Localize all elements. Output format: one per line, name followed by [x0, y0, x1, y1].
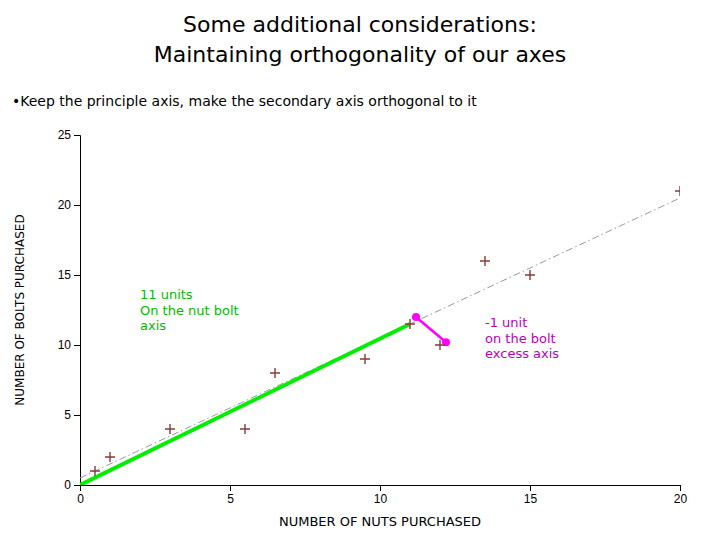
- y-axis: 0 5 10 15 20 25: [58, 128, 81, 492]
- x-axis: 0 5 10 15 20: [77, 485, 687, 506]
- chart: Some additional considerations: Maintaini…: [0, 0, 720, 540]
- marks: [80, 186, 680, 485]
- tick: 5: [64, 408, 80, 422]
- annotation: 11 unitsOn the nut boltaxis: [140, 287, 239, 333]
- title: Maintaining orthogonality of our axes: [154, 42, 566, 67]
- point: [165, 424, 175, 434]
- tick-label: 10: [374, 492, 388, 506]
- tick-mark: [74, 485, 80, 486]
- tick-mark: [74, 205, 80, 206]
- plot: 0 5 10 15 20 0 5 10 15 20 25 11 unitsOn the nut bol…: [58, 128, 688, 505]
- tick-label: 0: [64, 478, 71, 492]
- tick-label: 0: [77, 492, 84, 506]
- point: [105, 452, 115, 462]
- tick-mark: [680, 485, 681, 491]
- axis-line: [81, 486, 681, 492]
- tick-mark: [74, 135, 80, 136]
- tick: 15: [58, 268, 80, 282]
- tick-label: 5: [64, 408, 71, 422]
- tick: 15: [524, 485, 538, 506]
- tick-label: 25: [58, 128, 72, 142]
- title: Some additional considerations:: [183, 12, 537, 37]
- line: [416, 317, 446, 342]
- tick-mark: [74, 415, 80, 416]
- tick: 20: [674, 485, 688, 506]
- annotation: -1 uniton the boltexcess axis: [485, 315, 559, 361]
- tick-mark: [380, 485, 381, 491]
- point: [480, 256, 490, 266]
- point: [405, 319, 415, 329]
- point: [525, 270, 535, 280]
- tick-mark: [74, 345, 80, 346]
- axis-line: [74, 136, 81, 486]
- tick-label: 15: [58, 268, 72, 282]
- annotation-line: on the bolt: [485, 330, 556, 345]
- point: [435, 340, 445, 350]
- annotation-line: axis: [140, 318, 166, 333]
- x-axis-title: NUMBER OF NUTS PURCHASED: [279, 514, 481, 529]
- annotation-line: -1 unit: [485, 315, 527, 330]
- tick: 25: [58, 128, 80, 142]
- series: [412, 313, 450, 346]
- point: [412, 313, 420, 321]
- tick-label: 10: [58, 338, 72, 352]
- tick-label: 5: [227, 492, 234, 506]
- point: [270, 368, 280, 378]
- tick-mark: [230, 485, 231, 491]
- subtitle: •Keep the principle axis, make the secon…: [12, 93, 477, 109]
- tick: 20: [58, 198, 80, 212]
- annotation-line: excess axis: [485, 346, 559, 361]
- y-axis-title: NUMBER OF BOLTS PURCHASED: [13, 214, 27, 405]
- tick: 0: [64, 478, 80, 492]
- tick: 0: [77, 485, 84, 506]
- series: [80, 324, 410, 485]
- series: [90, 186, 680, 476]
- point: [360, 354, 370, 364]
- point: [240, 424, 250, 434]
- point: [675, 186, 680, 196]
- point: [90, 466, 100, 476]
- annotation-line: On the nut bolt: [140, 302, 239, 317]
- tick-mark: [530, 485, 531, 491]
- tick: 10: [374, 485, 388, 506]
- tick-label: 20: [674, 492, 688, 506]
- tick-label: 15: [524, 492, 538, 506]
- tick-label: 20: [58, 198, 72, 212]
- tick: 5: [227, 485, 234, 506]
- annotations: 11 unitsOn the nut boltaxis -1 uniton the…: [140, 287, 559, 361]
- tick: 10: [58, 338, 80, 352]
- tick-mark: [74, 275, 80, 276]
- line: [80, 324, 410, 485]
- annotation-line: 11 units: [140, 287, 193, 302]
